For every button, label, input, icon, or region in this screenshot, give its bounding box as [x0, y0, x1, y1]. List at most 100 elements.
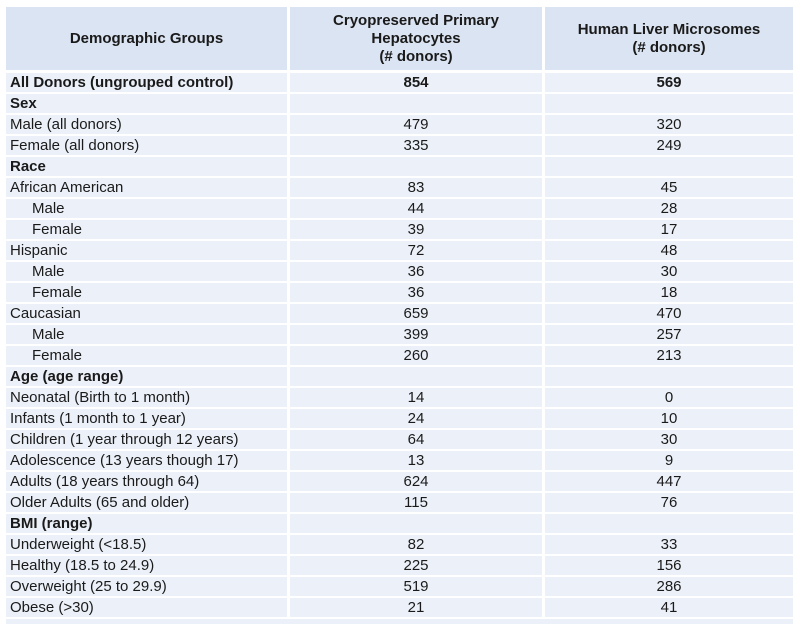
row-label-cell: Female — [6, 220, 290, 241]
row-label-cell: Caucasian — [6, 304, 290, 325]
hepatocytes-value-cell: 36 — [290, 262, 545, 283]
hepatocytes-value-cell: 260 — [290, 346, 545, 367]
table-row: Female 260 213 — [6, 346, 793, 367]
table-row: Infants (1 month to 1 year) 24 10 — [6, 409, 793, 430]
row-label-cell: All Donors (ungrouped control) — [6, 73, 290, 94]
row-label-cell: Female (all donors) — [6, 136, 290, 157]
microsomes-value-cell — [545, 157, 793, 178]
hepatocytes-value-cell: 115 — [290, 493, 545, 514]
table-row: BMI (range) — [6, 514, 793, 535]
microsomes-value-cell: 320 — [545, 115, 793, 136]
microsomes-value-cell: 28 — [545, 199, 793, 220]
table-row: Male 36 30 — [6, 262, 793, 283]
hepatocytes-value-cell: 36 — [290, 283, 545, 304]
row-label-cell: Overweight (25 to 29.9) — [6, 577, 290, 598]
table-row: Male 44 28 — [6, 199, 793, 220]
microsomes-value-cell: 30 — [545, 262, 793, 283]
demographics-table: Demographic Groups Cryopreserved Primary… — [6, 7, 793, 619]
hepatocytes-value-cell: 335 — [290, 136, 545, 157]
hepatocytes-value-cell — [290, 367, 545, 388]
microsomes-value-cell: 30 — [545, 430, 793, 451]
table-row: Healthy (18.5 to 24.9) 225 156 — [6, 556, 793, 577]
microsomes-value-cell: 0 — [545, 388, 793, 409]
hepatocytes-value-cell: 225 — [290, 556, 545, 577]
row-label-cell: Sex — [6, 94, 290, 115]
microsomes-value-cell: 9 — [545, 451, 793, 472]
row-label-cell: Race — [6, 157, 290, 178]
table-row: Neonatal (Birth to 1 month) 14 0 — [6, 388, 793, 409]
microsomes-value-cell — [545, 514, 793, 535]
hepatocytes-value-cell: 13 — [290, 451, 545, 472]
row-label-cell: Older Adults (65 and older) — [6, 493, 290, 514]
microsomes-value-cell: 213 — [545, 346, 793, 367]
microsomes-value-cell: 76 — [545, 493, 793, 514]
microsomes-value-cell: 48 — [545, 241, 793, 262]
hepatocytes-value-cell: 24 — [290, 409, 545, 430]
table-row: Male 399 257 — [6, 325, 793, 346]
hepatocytes-value-cell: 44 — [290, 199, 545, 220]
microsomes-value-cell: 33 — [545, 535, 793, 556]
demographics-table-container: Demographic Groups Cryopreserved Primary… — [6, 7, 793, 624]
hepatocytes-value-cell — [290, 157, 545, 178]
row-label-cell: African American — [6, 178, 290, 199]
row-label-cell: Male (all donors) — [6, 115, 290, 136]
table-body: All Donors (ungrouped control) 854 569 S… — [6, 73, 793, 619]
microsomes-value-cell: 447 — [545, 472, 793, 493]
microsomes-value-cell: 18 — [545, 283, 793, 304]
microsomes-value-cell: 257 — [545, 325, 793, 346]
hepatocytes-value-cell — [290, 514, 545, 535]
microsomes-value-cell: 10 — [545, 409, 793, 430]
row-label-cell: Female — [6, 283, 290, 304]
microsomes-value-cell — [545, 94, 793, 115]
microsomes-value-cell: 569 — [545, 73, 793, 94]
table-row: Older Adults (65 and older) 115 76 — [6, 493, 793, 514]
microsomes-value-cell: 470 — [545, 304, 793, 325]
hepatocytes-value-cell — [290, 94, 545, 115]
column-header-cryopreserved-hepatocytes: Cryopreserved Primary Hepatocytes (# don… — [290, 7, 545, 73]
row-label-cell: Healthy (18.5 to 24.9) — [6, 556, 290, 577]
table-row: Hispanic 72 48 — [6, 241, 793, 262]
microsomes-value-cell: 17 — [545, 220, 793, 241]
microsomes-value-cell — [545, 367, 793, 388]
header-row: Demographic Groups Cryopreserved Primary… — [6, 7, 793, 73]
row-label-cell: Male — [6, 199, 290, 220]
table-row: African American 83 45 — [6, 178, 793, 199]
hepatocytes-value-cell: 479 — [290, 115, 545, 136]
microsomes-value-cell: 45 — [545, 178, 793, 199]
table-row: Male (all donors) 479 320 — [6, 115, 793, 136]
table-row: Caucasian 659 470 — [6, 304, 793, 325]
table-row: Adolescence (13 years though 17) 13 9 — [6, 451, 793, 472]
hepatocytes-value-cell: 399 — [290, 325, 545, 346]
hepatocytes-value-cell: 83 — [290, 178, 545, 199]
table-row: Female 36 18 — [6, 283, 793, 304]
microsomes-value-cell: 286 — [545, 577, 793, 598]
row-label-cell: Underweight (<18.5) — [6, 535, 290, 556]
table-row: Obese (>30) 21 41 — [6, 598, 793, 619]
row-label-cell: Adults (18 years through 64) — [6, 472, 290, 493]
row-label-cell: Male — [6, 325, 290, 346]
hepatocytes-value-cell: 519 — [290, 577, 545, 598]
table-row: Underweight (<18.5) 82 33 — [6, 535, 793, 556]
hepatocytes-value-cell: 72 — [290, 241, 545, 262]
table-row: Race — [6, 157, 793, 178]
table-bottom-sliver — [6, 619, 793, 624]
hepatocytes-value-cell: 854 — [290, 73, 545, 94]
row-label-cell: Age (age range) — [6, 367, 290, 388]
table-row: All Donors (ungrouped control) 854 569 — [6, 73, 793, 94]
table-row: Children (1 year through 12 years) 64 30 — [6, 430, 793, 451]
hepatocytes-value-cell: 39 — [290, 220, 545, 241]
table-row: Sex — [6, 94, 793, 115]
row-label-cell: BMI (range) — [6, 514, 290, 535]
microsomes-value-cell: 41 — [545, 598, 793, 619]
row-label-cell: Male — [6, 262, 290, 283]
column-header-human-liver-microsomes: Human Liver Microsomes (# donors) — [545, 7, 793, 73]
hepatocytes-value-cell: 64 — [290, 430, 545, 451]
row-label-cell: Infants (1 month to 1 year) — [6, 409, 290, 430]
microsomes-value-cell: 156 — [545, 556, 793, 577]
hepatocytes-value-cell: 624 — [290, 472, 545, 493]
hepatocytes-value-cell: 14 — [290, 388, 545, 409]
column-header-demographic-groups: Demographic Groups — [6, 7, 290, 73]
row-label-cell: Children (1 year through 12 years) — [6, 430, 290, 451]
table-row: Adults (18 years through 64) 624 447 — [6, 472, 793, 493]
table-header: Demographic Groups Cryopreserved Primary… — [6, 7, 793, 73]
